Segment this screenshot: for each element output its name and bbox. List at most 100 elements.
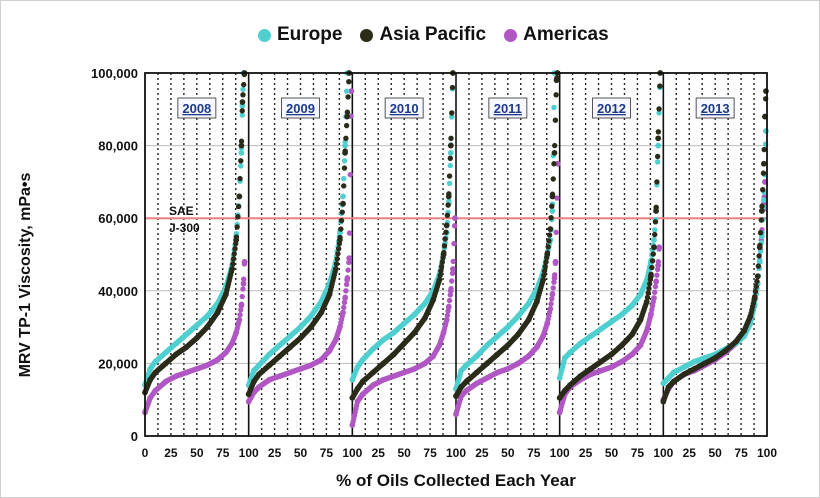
data-point xyxy=(444,212,451,218)
data-point xyxy=(494,351,501,358)
data-point xyxy=(307,313,314,320)
data-point xyxy=(336,324,343,330)
data-point xyxy=(660,380,667,387)
data-point xyxy=(334,256,340,262)
data-point xyxy=(598,326,605,332)
x-tick-label: 25 xyxy=(164,446,178,460)
x-tick-label: 25 xyxy=(372,446,386,460)
y-tick-label: 40,000 xyxy=(98,284,138,299)
data-point xyxy=(760,197,767,203)
data-point xyxy=(318,356,325,363)
data-point xyxy=(549,193,556,200)
data-point xyxy=(549,291,556,298)
data-point xyxy=(760,187,766,193)
data-point xyxy=(193,322,200,329)
data-point xyxy=(266,376,273,383)
panel-year-label: 2013 xyxy=(701,101,730,116)
data-point xyxy=(238,142,245,149)
data-point xyxy=(451,223,458,229)
data-point xyxy=(552,117,559,123)
data-point xyxy=(276,353,283,360)
data-point xyxy=(235,214,241,220)
data-point xyxy=(162,349,169,356)
data-point xyxy=(473,369,480,376)
data-point xyxy=(608,318,615,325)
data-point xyxy=(239,108,245,114)
data-point xyxy=(370,382,376,389)
data-point xyxy=(342,295,348,301)
data-point xyxy=(340,193,346,200)
data-point xyxy=(430,296,437,303)
data-point xyxy=(741,327,748,334)
data-point xyxy=(446,173,453,179)
data-point xyxy=(380,360,387,367)
data-point xyxy=(654,179,660,185)
data-point xyxy=(238,138,245,144)
data-point xyxy=(540,277,546,283)
data-point xyxy=(152,387,159,394)
x-tick-label: 100 xyxy=(342,446,362,460)
data-point xyxy=(349,422,356,429)
data-point xyxy=(577,373,584,380)
legend-item-asia-pacific: Asia Pacific xyxy=(360,24,486,46)
data-point xyxy=(238,163,244,169)
data-point xyxy=(318,309,325,316)
data-point xyxy=(733,338,739,345)
data-point xyxy=(561,387,568,394)
x-tick-label: 100 xyxy=(550,446,570,460)
data-point xyxy=(637,291,644,298)
data-point xyxy=(543,259,549,265)
data-point xyxy=(341,175,347,182)
panel-year-box xyxy=(384,97,424,119)
data-point xyxy=(344,277,351,283)
data-point xyxy=(390,373,397,380)
data-point xyxy=(515,360,522,367)
data-point xyxy=(266,351,273,358)
data-point xyxy=(443,222,450,229)
data-point xyxy=(287,344,294,350)
x-tick-label: 25 xyxy=(579,446,593,460)
x-axis-label: % of Oils Collected Each Year xyxy=(336,471,576,490)
x-tick-label: 50 xyxy=(708,446,722,460)
data-point xyxy=(548,301,554,307)
data-point xyxy=(551,161,557,167)
data-point xyxy=(380,376,387,383)
data-point xyxy=(660,398,667,405)
data-point xyxy=(341,299,348,306)
data-point xyxy=(670,378,677,385)
data-point xyxy=(380,336,387,343)
data-point xyxy=(758,208,765,214)
data-point xyxy=(665,384,672,390)
data-point xyxy=(245,391,252,398)
data-point xyxy=(345,94,351,100)
data-point xyxy=(647,273,654,280)
data-point xyxy=(237,175,243,182)
data-point xyxy=(657,83,663,89)
data-point xyxy=(546,238,552,244)
data-point xyxy=(193,335,200,341)
data-point xyxy=(438,268,444,274)
data-point xyxy=(232,245,238,252)
x-tick-label: 75 xyxy=(734,446,748,460)
data-point xyxy=(463,378,470,385)
data-point xyxy=(449,266,456,272)
data-point xyxy=(753,283,759,290)
data-point xyxy=(343,135,349,142)
data-point xyxy=(449,84,456,91)
x-tick-label: 75 xyxy=(631,446,645,460)
data-point xyxy=(665,375,672,381)
data-point xyxy=(618,342,625,349)
data-point xyxy=(652,289,658,296)
x-tick-label: 100 xyxy=(653,446,673,460)
data-point xyxy=(701,360,708,367)
data-point xyxy=(533,344,540,350)
data-point xyxy=(204,362,211,369)
data-point xyxy=(556,409,563,416)
data-point xyxy=(204,313,211,320)
data-point xyxy=(445,193,452,200)
data-point xyxy=(649,258,656,264)
data-point xyxy=(436,277,443,283)
data-point xyxy=(567,349,573,356)
data-point xyxy=(655,135,662,142)
